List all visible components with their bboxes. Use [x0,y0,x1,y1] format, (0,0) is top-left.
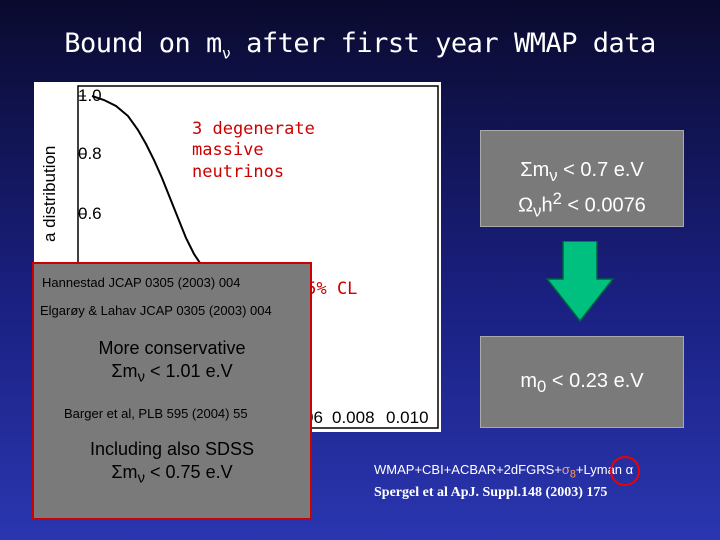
reference-hannestad: Hannestad JCAP 0305 (2003) 004 [42,275,241,290]
bound-value: < 0.7 e.V [557,159,644,181]
title-subscript: ν [221,44,231,63]
bound-text: Σm [111,462,138,482]
sdss-bound: Σmν < 0.75 e.V [34,462,310,488]
neutrino-annotation: 3 degenerate massive neutrinos [192,119,315,183]
bound-text: Ω [518,194,534,217]
y-tick-label: 0.8 [78,144,102,163]
sigma-symbol: σ [561,462,570,477]
y-tick-label: 1.0 [78,86,102,105]
sigma8-highlight-circle [610,456,640,486]
dataset-combination: WMAP+CBI+ACBAR+2dFGRS+σ8+Lyman α [374,462,633,481]
bound-subscript: ν [137,368,146,386]
x-tick-label: 0.008 [332,408,375,427]
dataset-text: WMAP+CBI+ACBAR+2dFGRS+ [374,462,562,477]
conservative-label: More conservative [98,338,246,358]
bound-superscript: 2 [552,189,562,208]
annotation-line: 3 degenerate [192,119,315,139]
omega-bound: Ωνh2 < 0.0076 [481,189,683,222]
bounds-overlay-box: Hannestad JCAP 0305 (2003) 004 Elgarøy &… [32,262,312,520]
wmap-bound-box: Σmν < 0.7 e.V Ωνh2 < 0.0076 [480,130,684,227]
y-tick-label: 0.6 [78,204,102,223]
sdss-label: Including also SDSS [89,439,255,459]
bound-text: m [520,370,538,392]
reference-barger: Barger et al, PLB 595 (2004) 55 [64,406,248,421]
bound-subscript: ν [549,166,558,185]
y-tick-marks [78,95,86,273]
title-text-pre: Bound on m [64,28,222,59]
bound-subscript: ν [533,201,542,221]
sum-mass-bound: Σmν < 0.7 e.V [481,159,683,186]
bound-subscript: 0 [537,377,547,396]
single-mass-bound: m0 < 0.23 e.V [481,370,683,397]
annotation-line: neutrinos [192,161,285,182]
x-tick-label: 0.010 [386,408,429,427]
title-text-post: after first year WMAP data [230,28,656,59]
bound-text: Σm [111,361,138,381]
sigma-subscript: 8 [569,468,576,481]
slide-title: Bound on mν after first year WMAP data [0,28,720,62]
down-arrow-icon [545,240,615,327]
annotation-line: massive [192,140,264,161]
bound-text: h [541,194,553,217]
bound-value: < 0.75 e.V [145,462,233,482]
bound-value: < 0.0076 [561,194,646,217]
y-axis-label: a distribution [40,145,59,242]
reference-spergel: Spergel et al ApJ. Suppl.148 (2003) 175 [374,485,608,500]
reference-elgaroy: Elgarøy & Lahav JCAP 0305 (2003) 004 [40,303,272,318]
bound-text: Σm [520,159,550,181]
bound-subscript: ν [137,469,146,487]
bound-value: < 0.23 e.V [546,370,644,392]
conservative-bound: Σmν < 1.01 e.V [34,361,310,387]
neutrino-mass-bound-box: m0 < 0.23 e.V [480,336,684,428]
bound-value: < 1.01 e.V [145,361,233,381]
